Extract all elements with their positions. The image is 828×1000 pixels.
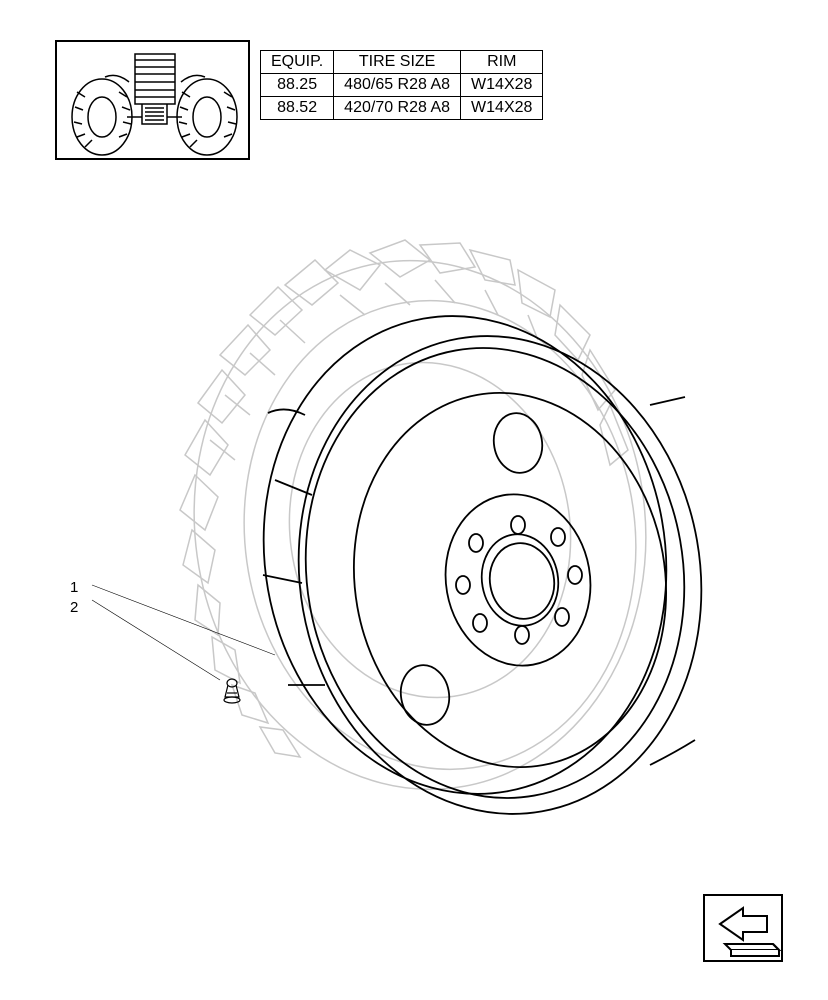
wheel-diagram-svg (70, 235, 770, 875)
tire-outline (160, 235, 679, 819)
page-nav-icon (703, 894, 783, 962)
rim-outline (226, 284, 738, 846)
leader-lines (92, 585, 275, 680)
main-diagram (70, 235, 770, 875)
table-row: 88.52 420/70 R28 A8 W14X28 (261, 97, 543, 120)
cell-equip: 88.25 (261, 74, 334, 97)
callout-1: 1 (70, 578, 78, 598)
tractor-thumbnail-svg (57, 42, 252, 162)
header-tire-size: TIRE SIZE (334, 51, 461, 74)
cell-tire-size: 420/70 R28 A8 (334, 97, 461, 120)
table-header-row: EQUIP. TIRE SIZE RIM (261, 51, 543, 74)
cell-rim: W14X28 (461, 97, 543, 120)
callout-2: 2 (70, 598, 78, 618)
table-row: 88.25 480/65 R28 A8 W14X28 (261, 74, 543, 97)
arrow-page-icon (705, 896, 785, 964)
thumbnail-box (55, 40, 250, 160)
header-rim: RIM (461, 51, 543, 74)
cell-tire-size: 480/65 R28 A8 (334, 74, 461, 97)
cell-rim: W14X28 (461, 74, 543, 97)
cell-equip: 88.52 (261, 97, 334, 120)
equipment-table: EQUIP. TIRE SIZE RIM 88.25 480/65 R28 A8… (260, 50, 543, 120)
callout-labels: 1 2 (70, 578, 78, 617)
valve-stem (224, 679, 240, 703)
header-equip: EQUIP. (261, 51, 334, 74)
